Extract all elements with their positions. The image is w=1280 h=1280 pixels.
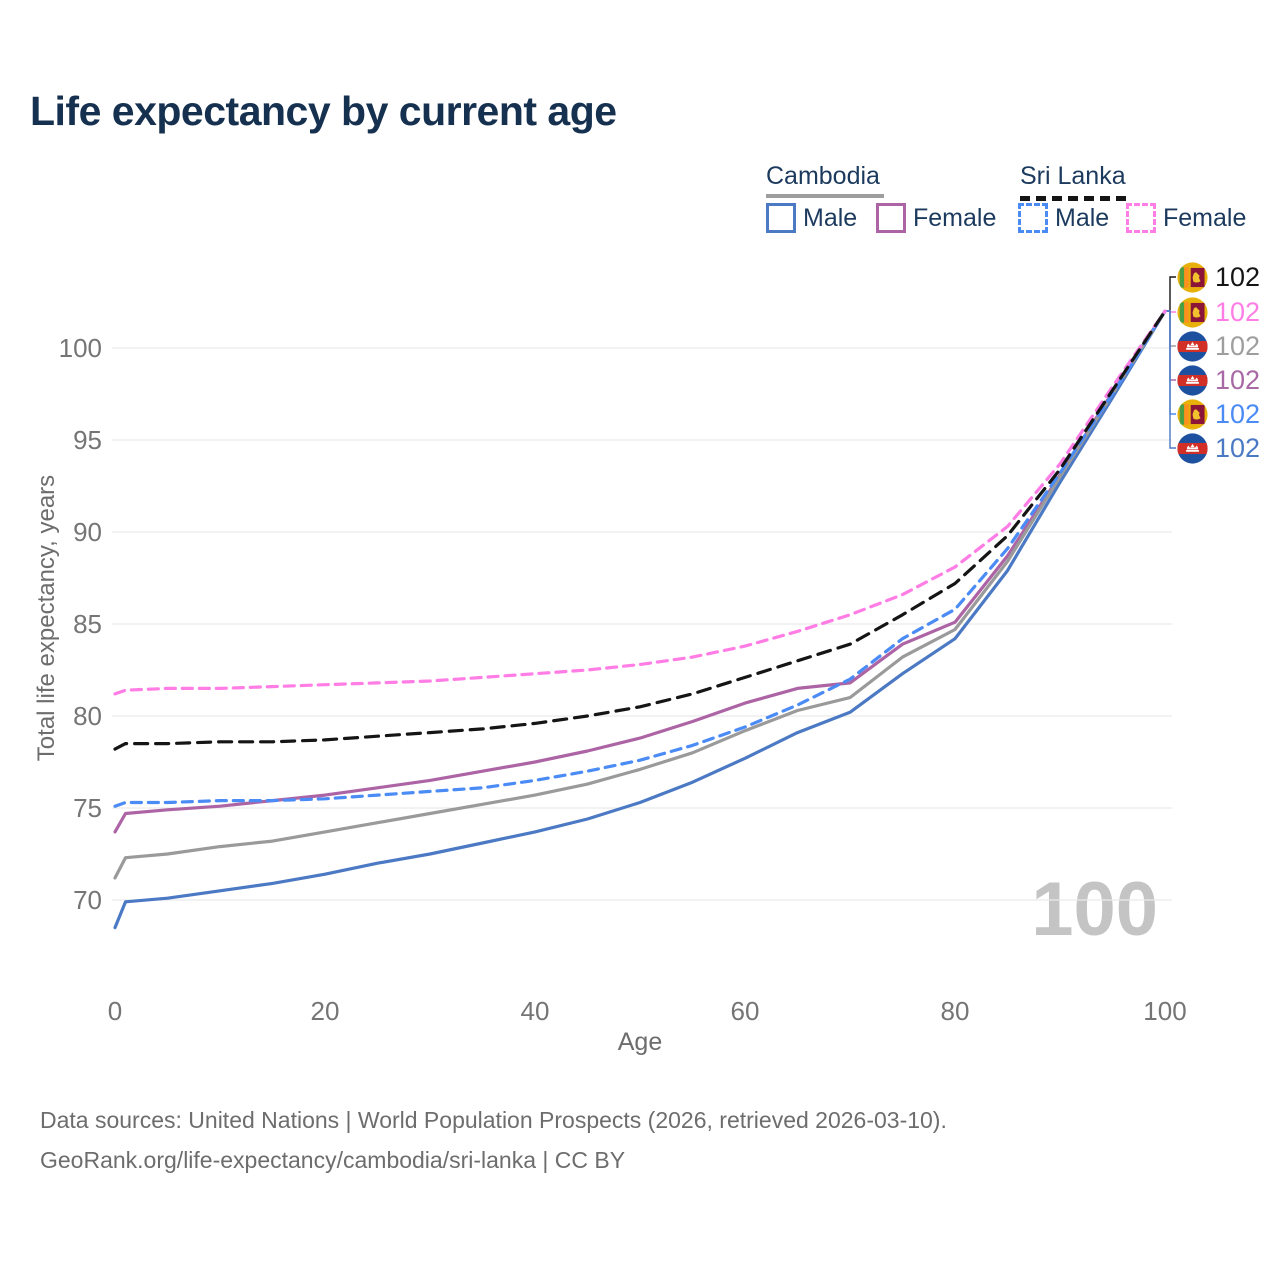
legend-item-cambodia-male[interactable]: Male bbox=[766, 203, 857, 233]
sri-lanka-male-swatch bbox=[1018, 203, 1048, 233]
end-label-value: 102 bbox=[1215, 296, 1261, 327]
end-label-row: 102 bbox=[1177, 330, 1260, 362]
legend-cambodia-female-label: Female bbox=[913, 203, 997, 232]
sri-lanka-dashed-line-sample bbox=[1020, 196, 1126, 201]
sri-lanka-flag-icon bbox=[1177, 297, 1208, 328]
end-label-row: 102 bbox=[1177, 261, 1260, 293]
legend-group-sri-lanka[interactable]: Sri Lanka bbox=[1020, 162, 1126, 201]
legend-sri-lanka-female-label: Female bbox=[1163, 203, 1247, 232]
cambodia-flag-icon bbox=[1177, 365, 1208, 396]
end-label-value: 102 bbox=[1215, 364, 1261, 395]
series-line-cambodia-both[interactable] bbox=[113, 309, 1167, 880]
series-line-cambodia-female[interactable] bbox=[113, 309, 1167, 834]
cambodia-solid-line-sample bbox=[766, 194, 884, 198]
end-label-row: 102 bbox=[1177, 364, 1260, 396]
end-label-connector bbox=[1165, 276, 1176, 312]
end-label-value: 102 bbox=[1215, 261, 1261, 292]
end-label-value: 102 bbox=[1215, 398, 1261, 429]
end-label-connector bbox=[1165, 310, 1176, 449]
series-line-srilanka-female[interactable] bbox=[113, 309, 1167, 696]
series-line-srilanka-both[interactable] bbox=[113, 309, 1167, 751]
current-age-watermark: 100 bbox=[1031, 867, 1158, 952]
cambodia-flag-icon bbox=[1177, 433, 1208, 464]
end-label-row: 102 bbox=[1177, 296, 1260, 328]
cambodia-male-swatch bbox=[766, 203, 796, 233]
sri-lanka-flag-icon bbox=[1177, 399, 1208, 430]
legend-sri-lanka-male-label: Male bbox=[1055, 203, 1110, 232]
end-label-row: 102 bbox=[1177, 398, 1260, 430]
legend-item-sri-lanka-female[interactable]: Female bbox=[1126, 203, 1246, 233]
sri-lanka-flag-icon bbox=[1177, 262, 1208, 293]
legend-group-cambodia[interactable]: Cambodia bbox=[766, 162, 884, 198]
series-line-cambodia-male[interactable] bbox=[113, 309, 1167, 930]
end-label-row: 102 bbox=[1177, 432, 1260, 464]
sri-lanka-female-swatch bbox=[1126, 203, 1156, 233]
legend-item-sri-lanka-male[interactable]: Male bbox=[1018, 203, 1109, 233]
cambodia-female-swatch bbox=[876, 203, 906, 233]
end-label-value: 102 bbox=[1215, 330, 1261, 361]
cambodia-flag-icon bbox=[1177, 331, 1208, 362]
legend-cambodia-male-label: Male bbox=[803, 203, 858, 232]
legend-cambodia-label: Cambodia bbox=[766, 162, 880, 190]
legend-item-cambodia-female[interactable]: Female bbox=[876, 203, 996, 233]
series-line-srilanka-male[interactable] bbox=[113, 309, 1167, 808]
legend-sri-lanka-label: Sri Lanka bbox=[1020, 162, 1126, 190]
end-label-value: 102 bbox=[1215, 432, 1261, 463]
